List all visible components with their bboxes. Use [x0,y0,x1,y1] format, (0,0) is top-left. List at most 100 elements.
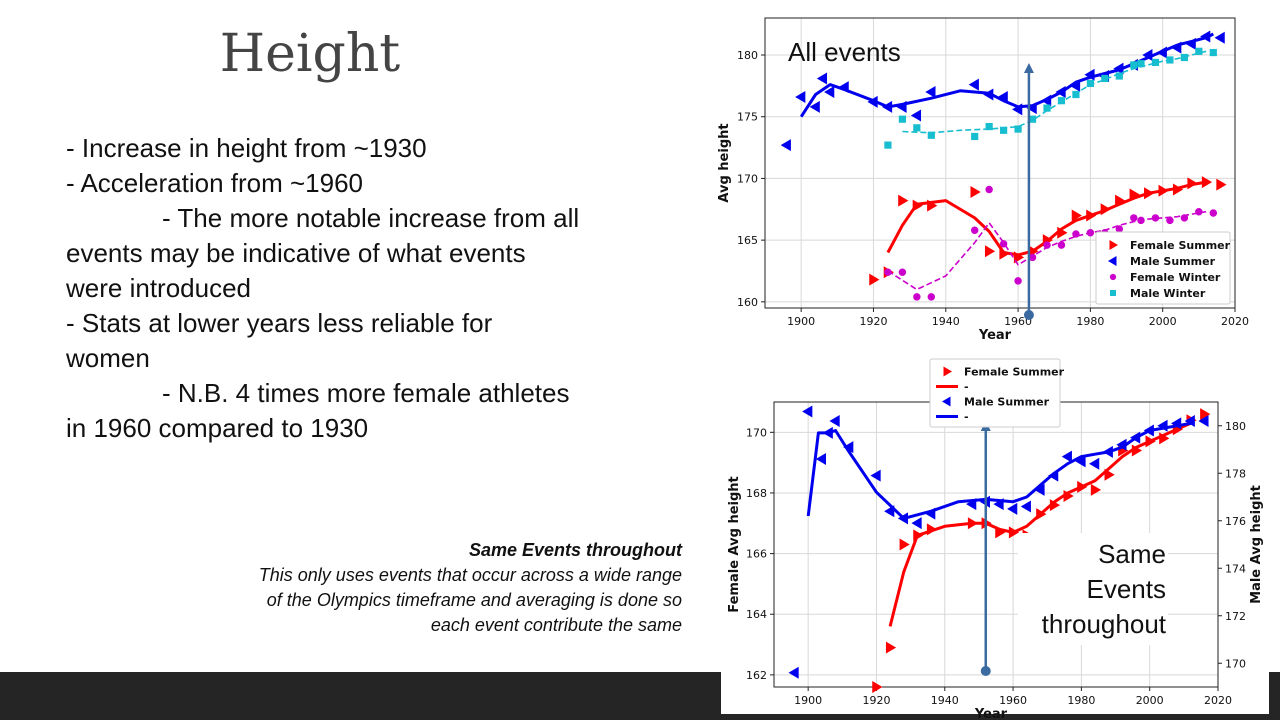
x-tick-label: 1960 [999,694,1027,707]
y-tick-label: 160 [737,296,758,309]
legend-label: Female Summer [964,366,1065,379]
data-point [884,141,892,149]
x-tick-label: 1920 [859,315,887,328]
data-point [816,72,828,85]
y-tick-label: 175 [737,111,758,124]
data-point [1069,79,1081,92]
legend-label: - [964,381,969,394]
data-point [829,415,840,427]
data-point [970,226,979,234]
data-point [1137,216,1145,225]
data-point [1086,79,1094,88]
data-point [1057,241,1066,249]
data-point [1156,46,1167,59]
legend: Female Summer - Male Summer - [929,358,1065,428]
arrow-head [1023,63,1034,73]
data-point [1115,72,1123,80]
bullet-line: in 1960 compared to 1930 [66,413,369,443]
data-point [1043,104,1051,112]
data-point [1000,126,1008,134]
arrow-base [980,666,991,676]
data-point [1101,74,1109,83]
chart-annotation-line: Events [1087,574,1167,604]
data-point [885,641,897,654]
data-point [1115,225,1124,233]
x-tick-label: 1980 [1067,694,1095,707]
data-point [1043,241,1051,249]
data-point [884,268,892,276]
data-point [1063,489,1074,502]
data-point [1195,208,1203,216]
bullet-line: women [66,343,150,373]
bullet-line: events may be indicative of what events [66,238,526,268]
data-point [1061,450,1072,463]
data-point [1151,214,1160,222]
data-point [788,666,799,679]
data-point [824,86,835,99]
y-axis-label: Female Avg height [727,476,742,613]
data-point [1130,431,1141,444]
data-point [971,132,979,141]
data-point [1109,273,1117,281]
data-point [1048,469,1059,482]
all-events-height-chart: 1900 1920 1940 1960 1980 2000 2020 160 165 170 175… [700,8,1260,348]
data-point [1072,230,1080,238]
data-point [1036,508,1047,521]
data-point [1028,253,1037,262]
data-point [1008,526,1020,539]
data-point [1028,115,1037,123]
data-point [1180,53,1188,62]
data-point [1116,438,1127,451]
y-tick-label: 170 [746,426,767,439]
data-point [1014,125,1022,133]
data-point [1159,432,1170,445]
data-point [795,90,806,103]
y-tick-label: 170 [737,172,758,185]
year-marker-arrow [980,421,991,676]
bullet-line: - N.B. 4 times more female athletes [162,378,570,408]
data-point [1102,445,1113,458]
data-point [927,131,935,139]
data-point [967,517,979,530]
data-point [1113,62,1124,75]
y-tick-label: 168 [746,487,767,500]
data-point [997,90,1008,103]
x-tick-label: 1920 [862,694,890,707]
data-point [1084,68,1095,81]
x-tick-label: 1940 [931,694,959,707]
legend-label: Male Winter [1130,287,1206,300]
legend-label: Male Summer [1130,255,1216,268]
data-point [1104,468,1115,481]
data-point [968,78,979,91]
data-point [1026,102,1037,115]
x-tick-label: 1940 [932,315,960,328]
data-point [884,505,895,518]
data-point [870,469,881,482]
method-note-line: each event contribute the same [430,615,682,635]
data-point [927,293,936,301]
data-point [1184,415,1195,427]
x-tick-label: 1900 [794,694,822,707]
x-tick-label: 1900 [787,315,815,328]
y-right-tick-label: 174 [1225,562,1246,575]
x-tick-label: 2020 [1204,694,1232,707]
chart-annotation-line: throughout [1042,609,1167,639]
data-point [910,109,922,122]
data-point [1187,177,1198,190]
y-right-tick-label: 176 [1225,515,1246,528]
method-note-title: Same Events throughout [468,540,682,560]
data-point [911,517,922,530]
data-point [1131,444,1143,457]
data-point [1041,94,1052,107]
data-point [1014,277,1022,285]
data-point [926,523,938,536]
data-point [1130,61,1138,69]
data-point [1200,408,1211,421]
data-point [1108,256,1117,266]
data-point [1057,97,1066,105]
data-point [1214,31,1225,44]
method-note: Same Events throughout This only uses ev… [122,538,682,638]
data-point [1166,216,1174,225]
data-point [1089,457,1100,470]
data-point [1171,41,1182,54]
